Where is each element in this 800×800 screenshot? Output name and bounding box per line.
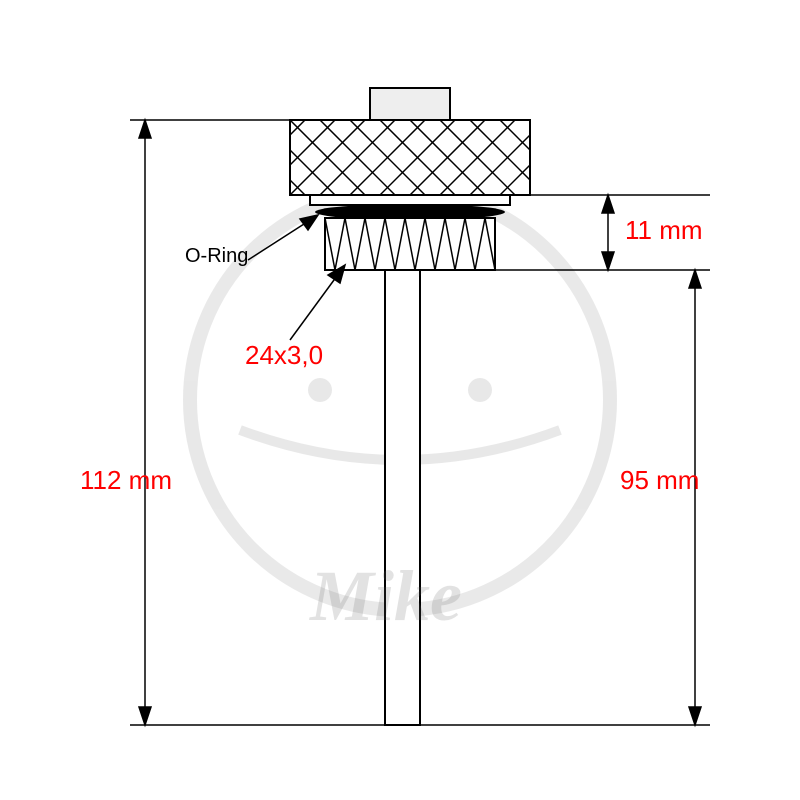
- oring-label: O-Ring: [185, 245, 248, 268]
- thread-spec-label: 24x3,0: [245, 340, 323, 371]
- watermark-text: Mike: [310, 555, 462, 638]
- dipstick-length-label: 95 mm: [620, 465, 699, 496]
- technical-drawing: [0, 0, 800, 800]
- total-height-label: 112 mm: [80, 465, 172, 496]
- thread-height-label: 11 mm: [625, 215, 703, 246]
